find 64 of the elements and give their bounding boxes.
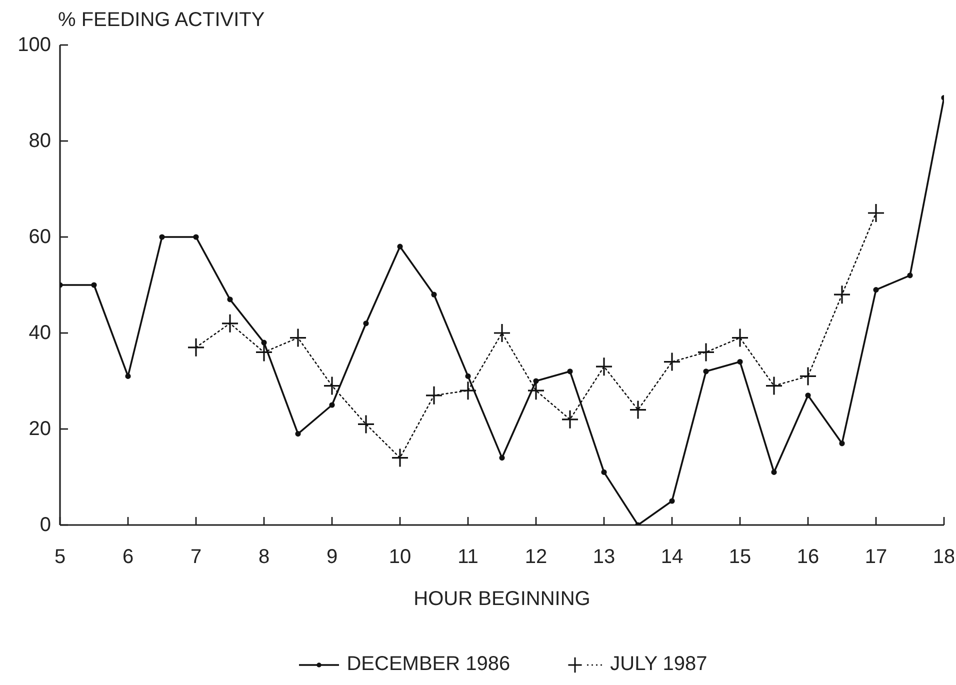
point — [703, 368, 709, 374]
point — [867, 203, 885, 223]
y-tick-label: 40 — [28, 322, 51, 344]
x-tick-label: 11 — [458, 546, 478, 568]
point — [499, 455, 505, 461]
point — [669, 498, 675, 504]
y-axis-title: % FEEDING ACTIVITY — [58, 9, 265, 31]
point — [459, 380, 477, 400]
point — [227, 296, 233, 302]
point — [289, 328, 307, 348]
x-tick-label: 18 — [932, 546, 956, 568]
x-tick-label: 17 — [864, 546, 888, 568]
point — [663, 352, 681, 372]
point — [731, 328, 749, 348]
legend-label: JULY 1987 — [610, 653, 708, 675]
point — [391, 448, 409, 468]
point — [431, 292, 437, 298]
y-tick-label: 80 — [28, 130, 51, 152]
x-axis-title: HOUR BEGINNING — [414, 588, 590, 610]
x-tick-label: 12 — [524, 546, 548, 568]
x-tick-label: 9 — [326, 546, 338, 568]
x-tick-label: 6 — [122, 546, 134, 568]
y-tick-label: 0 — [40, 514, 51, 536]
point — [839, 440, 845, 446]
point — [465, 373, 471, 379]
point — [295, 431, 301, 437]
point — [873, 287, 879, 293]
point — [493, 323, 511, 343]
point — [193, 234, 199, 240]
point — [601, 469, 607, 475]
point — [561, 410, 579, 430]
x-tick-label: 13 — [592, 546, 616, 568]
y-tick-label: 100 — [18, 34, 51, 56]
point — [159, 234, 165, 240]
point — [425, 386, 443, 406]
point — [765, 376, 783, 396]
x-tick-label: 10 — [388, 546, 412, 568]
point — [697, 342, 715, 362]
point — [329, 402, 335, 408]
point — [363, 320, 369, 326]
point — [771, 469, 777, 475]
point — [397, 244, 403, 250]
x-tick-label: 8 — [258, 546, 270, 568]
x-tick-label: 7 — [190, 546, 202, 568]
x-tick-label: 16 — [796, 546, 820, 568]
point — [91, 282, 97, 288]
point — [799, 366, 817, 386]
y-tick-label: 20 — [28, 418, 51, 440]
legend-label: DECEMBER 1986 — [346, 653, 510, 675]
point — [805, 392, 811, 398]
point — [221, 314, 239, 334]
point — [595, 356, 613, 376]
x-tick-label: 15 — [728, 546, 752, 568]
x-tick-label: 14 — [660, 546, 684, 568]
y-tick-label: 60 — [28, 226, 51, 248]
point — [833, 284, 851, 304]
point — [323, 376, 341, 396]
point — [357, 414, 375, 434]
point — [187, 338, 205, 358]
x-tick-label: 5 — [54, 546, 66, 568]
point — [629, 400, 647, 420]
point — [737, 359, 743, 365]
point — [907, 272, 913, 278]
point — [567, 368, 573, 374]
